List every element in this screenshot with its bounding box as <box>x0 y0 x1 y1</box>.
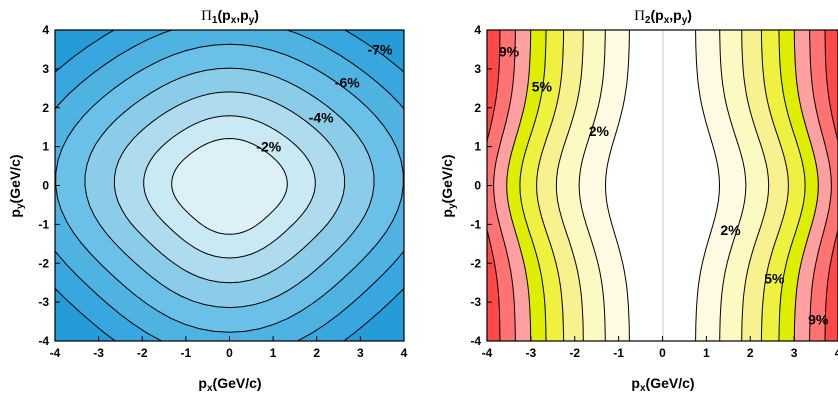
contour-fill-band <box>171 138 288 235</box>
contour-label: 5% <box>532 78 553 94</box>
left-x-axis-label: px(GeV/c) <box>198 375 261 394</box>
right-contour-lines <box>487 30 838 341</box>
x-tick-label: 0 <box>226 346 233 360</box>
x-tick-label: -1 <box>613 346 624 360</box>
y-tick-label: -2 <box>470 256 481 270</box>
right-ticks: -4 -3 -2 -1 0 1 2 3 4 -4 -3 -2 -1 0 1 2 3 4 <box>470 23 838 360</box>
contour-line <box>55 30 404 341</box>
contour-line <box>487 30 501 341</box>
x-tick-label: 1 <box>270 346 277 360</box>
y-tick-label: 0 <box>474 179 481 193</box>
x-tick-label: -1 <box>181 346 192 360</box>
x-tick-label: -2 <box>137 346 148 360</box>
contour-line <box>84 67 375 309</box>
contour-label: -7% <box>368 41 393 57</box>
contour-line <box>604 30 630 341</box>
y-tick-label: -1 <box>470 217 481 231</box>
contour-label: 2% <box>720 222 741 238</box>
y-tick-label: -2 <box>38 256 49 270</box>
x-tick-label: -2 <box>569 346 580 360</box>
x-tick-label: 1 <box>703 346 710 360</box>
y-tick-label: 4 <box>474 23 481 37</box>
x-tick-label: 4 <box>401 346 408 360</box>
y-tick-label: 0 <box>42 179 49 193</box>
y-tick-label: 1 <box>474 140 481 154</box>
y-tick-label: -3 <box>470 295 481 309</box>
x-tick-label: 4 <box>835 346 838 360</box>
y-tick-label: -4 <box>470 334 481 348</box>
contour-line <box>760 30 789 341</box>
contour-line <box>519 30 547 341</box>
left-contour-labels: -2% -4% -6% -7% <box>256 41 393 155</box>
left-contour-lines <box>55 30 404 341</box>
contour-label: -6% <box>335 74 360 90</box>
contour-label: -4% <box>309 109 334 125</box>
contour-label: -2% <box>256 139 281 155</box>
contour-line <box>493 30 516 341</box>
contour-line <box>809 30 832 341</box>
right-x-axis-label: px(GeV/c) <box>631 375 694 394</box>
x-tick-label: -4 <box>50 346 61 360</box>
contour-line <box>555 30 584 341</box>
contour-line <box>719 30 747 341</box>
y-tick-label: -3 <box>38 295 49 309</box>
contour-label: 9% <box>499 43 520 59</box>
contour-line <box>741 30 770 341</box>
y-tick-label: 1 <box>42 140 49 154</box>
x-tick-label: 3 <box>791 346 798 360</box>
right-chart-title: Π2(px,py) <box>634 7 692 26</box>
x-tick-label: 0 <box>659 346 666 360</box>
contour-label: 2% <box>589 123 610 139</box>
left-contour-fills <box>55 30 404 341</box>
contour-line <box>778 30 806 341</box>
chart-left: -2%-4%-6%-7% -4 -3 -2 -1 0 1 2 3 4-4-3-2-101234 … <box>7 7 408 394</box>
contour-line <box>171 137 288 235</box>
left-chart-title: Π1(px,py) <box>201 7 259 26</box>
right-contour-fills <box>487 30 838 341</box>
contour-line <box>536 30 565 341</box>
contour-label: 9% <box>808 312 829 328</box>
contour-line <box>695 30 721 341</box>
y-tick-label: -1 <box>38 217 49 231</box>
x-tick-label: -4 <box>482 346 493 360</box>
y-tick-label: -4 <box>38 334 49 348</box>
contour-line <box>506 30 532 341</box>
x-tick-label: 2 <box>747 346 754 360</box>
y-tick-label: 4 <box>42 23 49 37</box>
contour-line <box>578 30 606 341</box>
contour-line <box>113 91 346 284</box>
contour-label: 5% <box>764 271 785 287</box>
x-tick-label: -3 <box>526 346 537 360</box>
x-tick-label: -3 <box>93 346 104 360</box>
contour-line <box>143 115 316 259</box>
contour-line <box>793 30 819 341</box>
right-y-axis-label: py(GeV/c) <box>439 154 458 217</box>
right-contour-labels: 9% 5% 2% 2% 5% 9% <box>499 43 829 328</box>
left-y-axis-label: py(GeV/c) <box>7 154 26 217</box>
chart-right: 9%5%2%2%5%9% -4-3-2-101234-4-3-2-101234 … <box>439 7 838 394</box>
contour-line <box>824 30 838 341</box>
x-tick-label: 3 <box>357 346 364 360</box>
left-ticks: -4 -3 -2 -1 0 1 2 3 4 -4 -3 -2 -1 0 1 2 3 4 <box>38 23 407 360</box>
x-tick-label: 2 <box>313 346 320 360</box>
y-tick-label: 3 <box>42 62 49 76</box>
y-tick-label: 2 <box>474 101 481 115</box>
y-tick-label: 3 <box>474 62 481 76</box>
y-tick-label: 2 <box>42 101 49 115</box>
